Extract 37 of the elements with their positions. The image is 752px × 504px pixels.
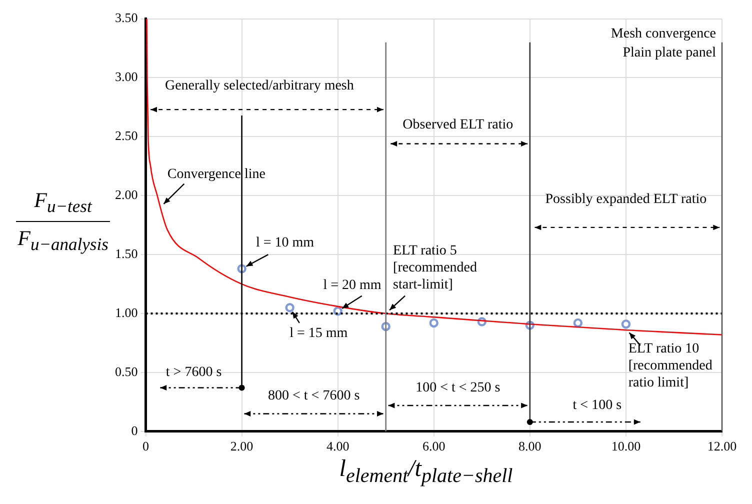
x-tick-label: 0: [142, 438, 149, 454]
x-axis-title: l$_{element}$/t$_{plate−shell}$: [338, 456, 514, 488]
annotation: t < 100 s: [572, 398, 622, 414]
y-tick-label: 0.50: [115, 364, 138, 379]
point: [573, 318, 583, 328]
annotation: Convergence line: [167, 167, 266, 182]
annotation: Possibly expanded ELT ratio: [545, 192, 707, 207]
y-tick-label: 3.00: [115, 69, 138, 84]
x-tick-label: 10.00: [611, 438, 641, 454]
annotation: 800 < t < 7600 s: [268, 388, 360, 404]
y-tick-label: 2.00: [115, 187, 138, 202]
point: [429, 318, 438, 328]
x-tick-label: 2.00: [230, 438, 254, 454]
annotation: ELT ratio 5 [recommended start-limit]: [393, 244, 478, 293]
y-tick-label: 0: [131, 422, 138, 438]
x-tick-label: 4.00: [326, 438, 350, 454]
point: [621, 320, 631, 329]
y-tick-label: 1.50: [115, 246, 138, 261]
text: Plain plate panel: [622, 45, 716, 60]
annotation: t > 7600 s: [166, 365, 222, 380]
text: Mesh convergence: [610, 26, 716, 42]
y-tick-label: 3.50: [115, 10, 138, 26]
annotation: l = 15 mm: [290, 326, 348, 342]
y-axis-title: F$_{u−test}$ F$_{u−analysis}$: [18, 188, 108, 254]
annotation: Observed ELT ratio: [402, 118, 514, 133]
x-tick-label: 6.00: [422, 438, 446, 454]
annotation: ELT ratio 10 [recommended ratio limit]: [628, 342, 712, 391]
annotation: Generally selected/arbitrary mesh: [164, 78, 354, 94]
annotation: 100 < t < 250 s: [416, 380, 500, 396]
y-tick-label: 1.00: [115, 304, 138, 320]
y-tick-label: 2.50: [115, 128, 138, 144]
point: [285, 303, 294, 312]
x-tick-label: 8.00: [518, 438, 542, 454]
x-tick-label: 12.00: [707, 438, 737, 454]
point: [333, 306, 342, 316]
annotation: l = 20 mm: [323, 278, 382, 293]
annotation: l = 10 mm: [256, 235, 314, 250]
